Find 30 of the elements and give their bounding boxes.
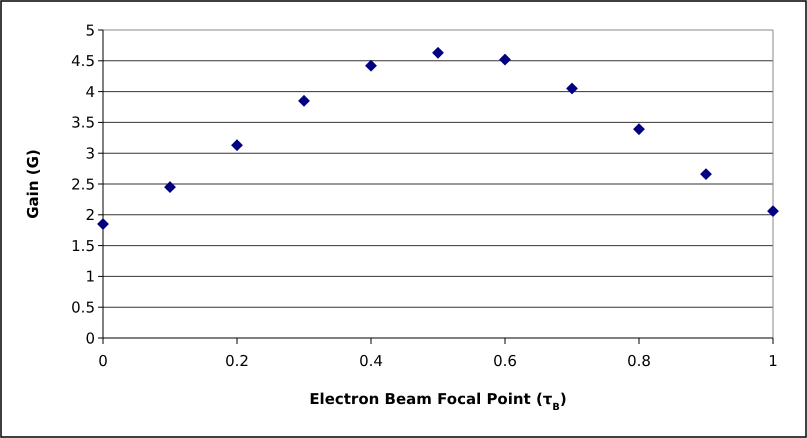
point [298,94,310,107]
point [566,82,578,94]
y-tick-label: 5 [85,21,95,40]
point [97,218,109,230]
point [499,54,511,66]
x-tick-label: 0 [98,352,108,370]
point [164,181,176,193]
y-tick-label: 1.5 [71,236,95,255]
y-tick-label: 4.5 [71,52,95,70]
x-tick-label: 0.8 [627,352,651,370]
y-tick-label: 0.5 [71,298,95,316]
x-tick-label: 0.2 [225,352,249,370]
y-axis-title: Gain (G) [24,149,42,219]
y-tick-label: 3.5 [71,114,95,132]
x-axis-title: Electron Beam Focal Point (τ$_{B}$) [309,390,567,412]
y-tick-label: 1 [85,268,95,286]
x-tick-label: 0.6 [493,352,517,370]
y-tick-label: 2 [85,206,95,224]
y-tick-label: 4 [85,82,95,101]
y-tick-label: 0 [85,329,95,348]
x-tick-label: 0.4 [359,352,383,370]
y-tick-label: 3 [85,144,95,162]
y-tick-label: 2.5 [71,175,95,194]
point [231,139,243,152]
point [432,46,444,59]
point [700,168,712,180]
point [365,60,377,72]
point [767,205,779,218]
point [633,123,645,136]
x-tick-label: 1 [768,352,778,370]
